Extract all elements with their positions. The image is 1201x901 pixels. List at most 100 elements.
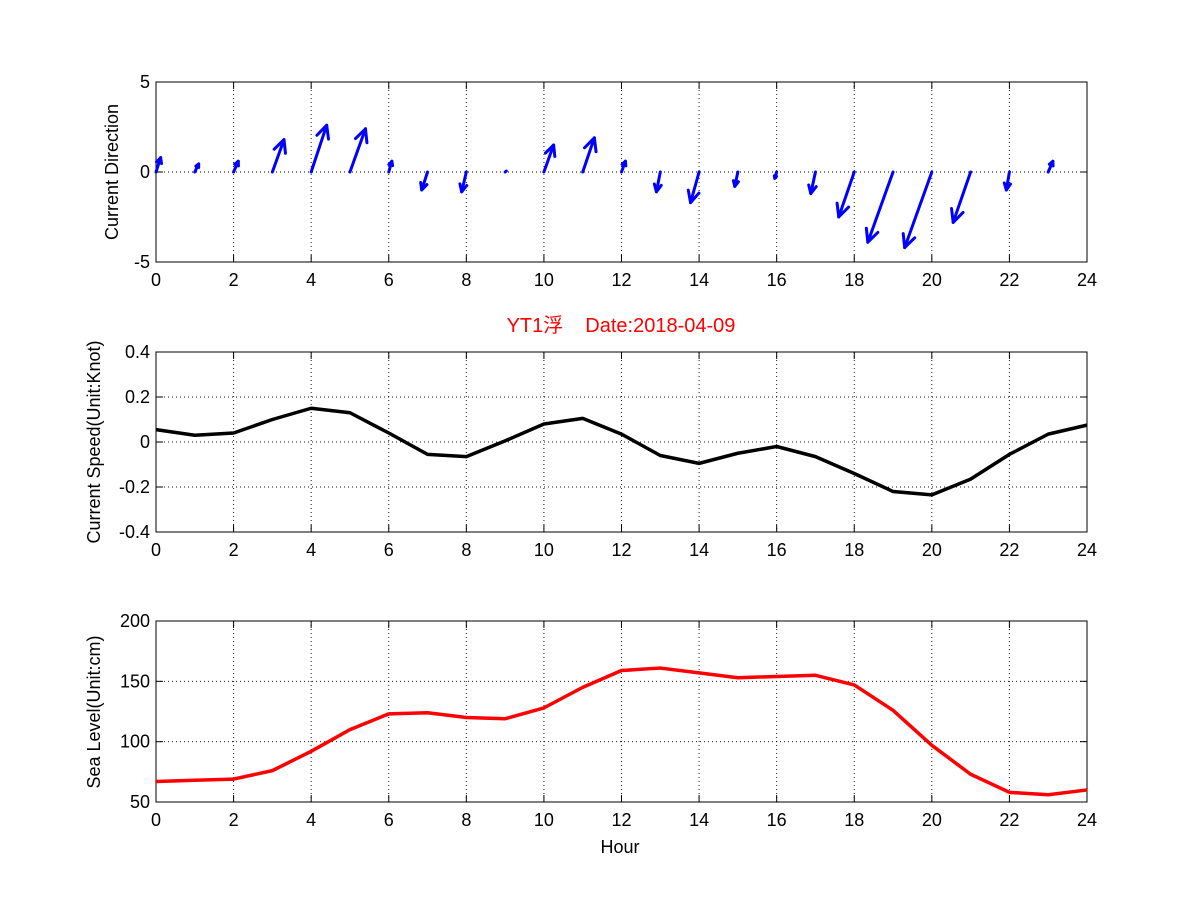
speed-x-tick-label: 18	[844, 540, 864, 560]
sea-level-plot-frame	[155, 620, 1088, 803]
direction-x-tick-label: 20	[922, 270, 942, 290]
direction-y-axis-label: Current Direction	[102, 104, 122, 240]
direction-vector-head	[353, 127, 369, 145]
chart-title-station: YT1浮	[507, 314, 564, 337]
direction-x-tick-label: 14	[689, 270, 709, 290]
speed-y-ticks: 0.4 0.2 0 -0.2 -0.4	[119, 342, 1087, 542]
sea-level-x-tick-label: 14	[689, 810, 709, 830]
sea-level-x-tick-label: 4	[306, 810, 316, 830]
direction-vector-head	[233, 159, 240, 168]
sea-level-y-axis-label: Sea Level(Unit:cm)	[84, 635, 104, 788]
direction-x-tick-label: 12	[611, 270, 631, 290]
direction-vector	[387, 159, 395, 174]
direction-x-tick-label: 10	[534, 270, 554, 290]
speed-x-tick-label: 14	[689, 540, 709, 560]
speed-y-tick-label: 0.2	[125, 387, 150, 407]
speed-x-tick-label: 24	[1077, 540, 1097, 560]
direction-vector-head	[807, 183, 818, 196]
speed-y-tick-label: 0	[140, 432, 150, 452]
sea-level-x-ticks: 0 2 4 6 8 10 12 14 16 18 20 22 24	[151, 621, 1097, 830]
direction-vector	[193, 162, 201, 174]
x-axis-label: Hour	[600, 837, 639, 857]
chart-title: YT1浮 Date:2018-04-09	[507, 314, 736, 337]
direction-vector-shaft	[689, 170, 701, 205]
direction-vector	[772, 170, 779, 180]
direction-vector	[1002, 170, 1013, 192]
direction-vector-shaft	[951, 170, 973, 224]
speed-x-tick-label: 4	[306, 540, 316, 560]
direction-vector	[807, 170, 818, 196]
sea-level-grid	[156, 621, 1087, 802]
speed-line	[155, 406, 1088, 497]
speed-x-tick-label: 0	[151, 540, 161, 560]
direction-vector	[835, 170, 856, 219]
direction-vector	[270, 138, 287, 174]
direction-x-tick-label: 0	[151, 270, 161, 290]
speed-x-tick-label: 12	[611, 540, 631, 560]
direction-x-ticks: 0 2 4 6 8 10 12 14 16 18 20 22 24	[151, 82, 1097, 290]
direction-vector-shaft	[837, 170, 856, 219]
direction-vector-head	[901, 232, 917, 250]
direction-vectors	[154, 123, 1055, 250]
direction-vector	[1046, 159, 1055, 174]
sea-level-y-tick-label: 50	[130, 792, 150, 812]
sea-level-x-tick-label: 10	[534, 810, 554, 830]
speed-x-tick-label: 20	[922, 540, 942, 560]
direction-vector-shaft	[903, 170, 934, 250]
speed-x-tick-label: 2	[229, 540, 239, 560]
sea-level-x-tick-label: 24	[1077, 810, 1097, 830]
direction-x-tick-label: 22	[999, 270, 1019, 290]
direction-vector-head	[387, 159, 395, 168]
direction-vector-head	[652, 182, 663, 194]
sea-level-y-tick-label: 200	[120, 611, 150, 631]
sea-level-x-tick-label: 6	[384, 810, 394, 830]
direction-x-tick-label: 18	[844, 270, 864, 290]
direction-vector-head	[458, 182, 469, 194]
direction-vector-head	[950, 206, 965, 224]
direction-vector-shaft	[503, 169, 508, 174]
sea-level-x-tick-label: 16	[767, 810, 787, 830]
direction-vector	[731, 170, 740, 188]
direction-vector	[542, 143, 557, 174]
direction-vector	[686, 170, 701, 205]
direction-vector-shaft	[309, 123, 329, 174]
direction-x-tick-label: 2	[229, 270, 239, 290]
sea-level-x-tick-label: 20	[922, 810, 942, 830]
direction-vector-head	[772, 174, 779, 180]
direction-y-tick-label: 0	[140, 162, 150, 182]
speed-x-ticks: 0 2 4 6 8 10 12 14 16 18 20 22 24	[151, 352, 1097, 560]
speed-x-tick-label: 6	[384, 540, 394, 560]
sea-level-y-ticks: 200 150 100 50	[120, 611, 1087, 812]
direction-vector-shaft	[809, 170, 817, 196]
direction-x-tick-label: 16	[767, 270, 787, 290]
direction-vector	[652, 170, 663, 194]
sea-level-y-tick-label: 150	[120, 671, 150, 691]
direction-vector-head	[835, 201, 851, 219]
direction-vector-head	[731, 179, 740, 188]
direction-vector-head	[864, 226, 880, 244]
sea-level-x-tick-label: 0	[151, 810, 161, 830]
direction-vector-head	[315, 123, 330, 141]
speed-panel: YT1浮 Date:2018-04-09 0 2 4 6 8 10 12 14 16 18 20 22 2…	[84, 314, 1097, 560]
direction-vector-shaft	[581, 136, 596, 174]
direction-vector	[348, 127, 369, 174]
direction-vector	[309, 123, 330, 174]
direction-vector	[503, 169, 508, 174]
direction-vector-head	[272, 138, 287, 155]
speed-x-tick-label: 16	[767, 540, 787, 560]
direction-x-tick-label: 4	[306, 270, 316, 290]
speed-y-tick-label: 0.4	[125, 342, 150, 362]
sea-level-x-tick-label: 2	[229, 810, 239, 830]
sea-level-line	[155, 666, 1088, 797]
sea-level-x-tick-label: 8	[461, 810, 471, 830]
direction-y-ticks: 5 0 -5	[134, 72, 1087, 272]
direction-vector	[154, 156, 163, 174]
speed-x-tick-label: 10	[534, 540, 554, 560]
direction-x-tick-label: 24	[1077, 270, 1097, 290]
direction-vector	[419, 170, 430, 192]
sea-level-series	[155, 666, 1088, 797]
direction-x-tick-label: 8	[461, 270, 471, 290]
speed-y-axis-label: Current Speed(Unit:Knot)	[84, 340, 104, 543]
